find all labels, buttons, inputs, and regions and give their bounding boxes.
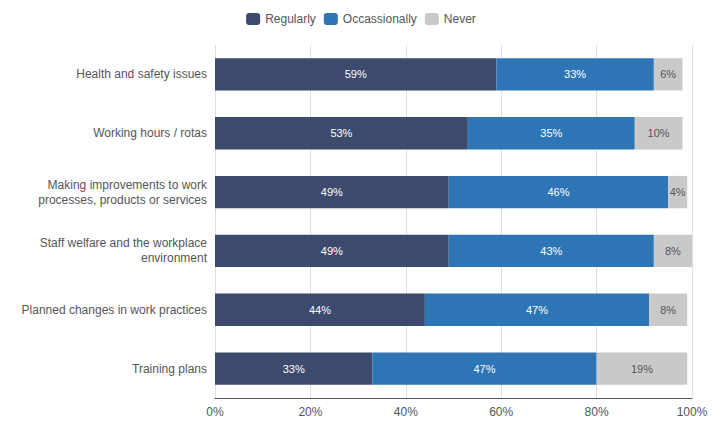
svg-text:100%: 100% — [677, 405, 708, 419]
svg-text:Planned changes in work practi: Planned changes in work practices — [22, 303, 207, 317]
svg-text:59%: 59% — [345, 68, 367, 80]
svg-text:8%: 8% — [660, 304, 676, 316]
svg-text:19%: 19% — [631, 363, 653, 375]
svg-text:47%: 47% — [473, 363, 495, 375]
svg-text:0%: 0% — [206, 405, 224, 419]
svg-text:80%: 80% — [585, 405, 609, 419]
svg-text:4%: 4% — [670, 186, 686, 198]
svg-text:6%: 6% — [660, 68, 676, 80]
svg-text:33%: 33% — [564, 68, 586, 80]
svg-text:46%: 46% — [547, 186, 569, 198]
svg-text:40%: 40% — [394, 405, 418, 419]
svg-text:Occassionally: Occassionally — [343, 12, 417, 26]
svg-text:35%: 35% — [540, 127, 562, 139]
svg-text:43%: 43% — [540, 245, 562, 257]
svg-text:Training plans: Training plans — [132, 362, 207, 376]
svg-text:Health and safety issues: Health and safety issues — [76, 67, 207, 81]
svg-text:10%: 10% — [648, 127, 670, 139]
svg-text:53%: 53% — [330, 127, 352, 139]
svg-text:49%: 49% — [321, 186, 343, 198]
svg-text:environment: environment — [141, 251, 208, 265]
svg-text:60%: 60% — [489, 405, 513, 419]
svg-text:Regularly: Regularly — [265, 12, 316, 26]
svg-text:Making improvements to work: Making improvements to work — [48, 178, 208, 192]
svg-text:49%: 49% — [321, 245, 343, 257]
svg-text:33%: 33% — [283, 363, 305, 375]
svg-text:processes, products or service: processes, products or services — [38, 193, 207, 207]
svg-text:20%: 20% — [298, 405, 322, 419]
svg-text:47%: 47% — [526, 304, 548, 316]
svg-text:Never: Never — [444, 12, 476, 26]
svg-text:8%: 8% — [665, 245, 681, 257]
svg-text:Staff welfare and the workplac: Staff welfare and the workplace — [40, 236, 208, 250]
svg-text:44%: 44% — [309, 304, 331, 316]
svg-text:Working hours / rotas: Working hours / rotas — [93, 126, 207, 140]
